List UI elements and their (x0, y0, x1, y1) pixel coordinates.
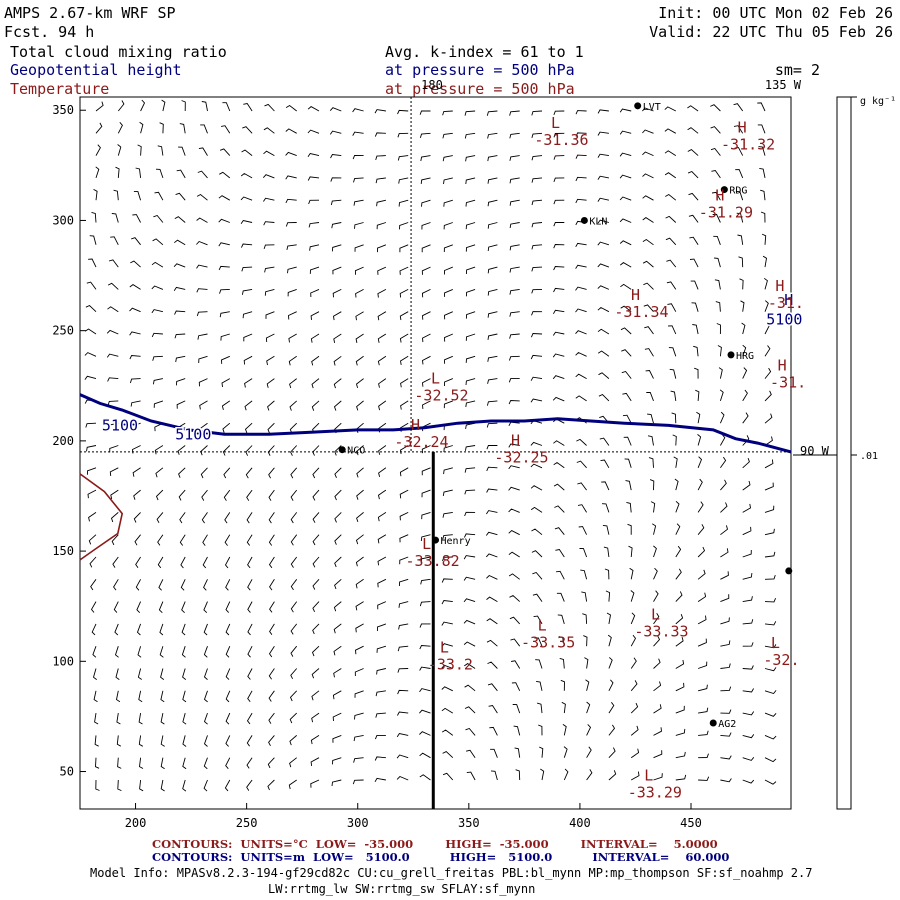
k-index-label: Avg. k-index = 61 to 1 (385, 43, 584, 61)
pressure-height-label: at pressure = 500 hPa (385, 61, 575, 79)
x-tick-label: 200 (125, 816, 147, 830)
extremum-symbol: L (651, 605, 660, 623)
height-contour-label: H (784, 291, 793, 309)
field-height-label: Geopotential height (10, 61, 182, 79)
extremum-symbol: L (431, 370, 440, 388)
temp-contour-info: CONTOURS: UNITS=°C LOW= -35.000 HIGH= -3… (152, 837, 718, 851)
extremum-symbol: H (411, 416, 420, 434)
extremum-symbol: H (631, 286, 640, 304)
extremum-symbol: H (778, 356, 787, 374)
station-label: KLN (589, 216, 607, 227)
extremum-value: -33.29 (628, 783, 682, 801)
wind-barbs (84, 99, 777, 792)
model-info-physics: LW:rrtmg_lw SW:rrtmg_sw SFLAY:sf_mynn (268, 882, 535, 896)
extremum-value: -31.29 (699, 204, 753, 222)
height-contour-5100 (79, 393, 792, 454)
height-contour-info: CONTOURS: UNITS=m LOW= 5100.0 HIGH= 5100… (152, 850, 729, 864)
extremum-symbol: L (538, 616, 547, 634)
cross-section-layer (80, 97, 791, 809)
station-marker (432, 536, 439, 544)
extremum-value: -31. (770, 373, 806, 391)
colorbar: g kg⁻¹ .01 (793, 96, 896, 810)
y-tick-label: 200 (52, 434, 74, 448)
extremum-symbol: L (440, 638, 449, 656)
station-label: RDG (729, 186, 747, 197)
y-tick-label: 350 (52, 103, 74, 117)
extremum-value: -33.2 (428, 655, 473, 673)
field-temp-label: Temperature (10, 80, 109, 98)
y-tick-label: 300 (52, 213, 74, 227)
colorbar-level: .01 (860, 451, 878, 462)
lon-180-label: 180 (421, 78, 443, 92)
y-tick-label: 150 (52, 544, 74, 558)
extrema-layer: L-31.36H-31.32H-31.29H-31.34H-31.H-31.L-… (394, 114, 806, 801)
station-layer: NCO KLN RDG HRG Henry AG2 LVT (338, 102, 793, 730)
y-tick-label: 250 (52, 324, 74, 338)
colorbar-box (836, 96, 852, 810)
extremum-value: -32.52 (414, 387, 468, 405)
plot-frame (79, 96, 792, 810)
extremum-symbol: H (715, 187, 724, 205)
extremum-symbol: L (422, 535, 431, 553)
model-title: AMPS 2.67-km WRF SP (4, 4, 176, 22)
extremum-value: -32.24 (394, 433, 448, 451)
x-axis-ticks: 200 250 300 350 400 450 (125, 803, 702, 830)
forecast-hour: Fcst. 94 h (4, 23, 94, 41)
smoothing-label: sm= 2 (775, 61, 820, 79)
station-marker (720, 186, 728, 194)
extremum-value: -32.25 (494, 448, 548, 466)
x-tick-label: 300 (347, 816, 369, 830)
x-tick-label: 350 (458, 816, 480, 830)
y-tick-label: 100 (52, 654, 74, 668)
height-contour-label: 5100 (766, 311, 802, 329)
station-label: HRG (736, 351, 754, 362)
x-tick-label: 450 (680, 816, 702, 830)
station-marker (785, 567, 793, 575)
station-label: Henry (441, 536, 471, 547)
y-axis-ticks: 50 100 150 200 250 300 350 (52, 103, 86, 779)
height-contour-label: 5100 (175, 425, 211, 443)
extremum-value: -33.33 (634, 622, 688, 640)
valid-time: Valid: 22 UTC Thu 05 Feb 26 (649, 23, 893, 41)
lon-90-label: 90 W (800, 444, 830, 458)
x-tick-label: 400 (569, 816, 591, 830)
extremum-value: -32. (763, 651, 799, 669)
wind-barb-field (84, 99, 777, 792)
extremum-value: -33.82 (406, 552, 460, 570)
extremum-value: -31.36 (534, 131, 588, 149)
station-marker (634, 102, 642, 110)
station-marker (727, 351, 735, 359)
pressure-temp-label: at pressure = 500 hPa (385, 80, 575, 98)
station-label: AG2 (718, 719, 736, 730)
station-marker (580, 216, 588, 224)
extremum-symbol: H (738, 118, 747, 136)
colorbar-units: g kg⁻¹ (860, 96, 896, 107)
model-info: Model Info: MPASv8.2.3-194-gf29cd82c CU:… (90, 866, 812, 880)
extremum-value: -31.32 (721, 135, 775, 153)
init-time: Init: 00 UTC Mon 02 Feb 26 (658, 4, 893, 22)
station-label: LVT (643, 102, 661, 113)
y-tick-label: 50 (60, 765, 74, 779)
field-cloud-label: Total cloud mixing ratio (10, 43, 227, 61)
x-tick-label: 250 (236, 816, 258, 830)
extremum-value: -33.35 (521, 633, 575, 651)
station-label: NCO (347, 446, 365, 457)
station-marker (709, 719, 717, 727)
extremum-symbol: L (551, 114, 560, 132)
station-marker (338, 446, 346, 454)
lon-135-label: 135 W (765, 78, 802, 92)
extremum-symbol: H (511, 431, 520, 449)
height-contour-label: 5100 (102, 416, 138, 434)
extremum-symbol: H (775, 277, 784, 295)
extremum-symbol: L (771, 634, 780, 652)
temperature-contour (79, 473, 124, 561)
contour-layer: 5100 5100 5100 H (79, 289, 804, 561)
extremum-symbol: L (644, 766, 653, 784)
extremum-value: -31.34 (614, 303, 668, 321)
extremum-value: -31. (768, 294, 804, 312)
